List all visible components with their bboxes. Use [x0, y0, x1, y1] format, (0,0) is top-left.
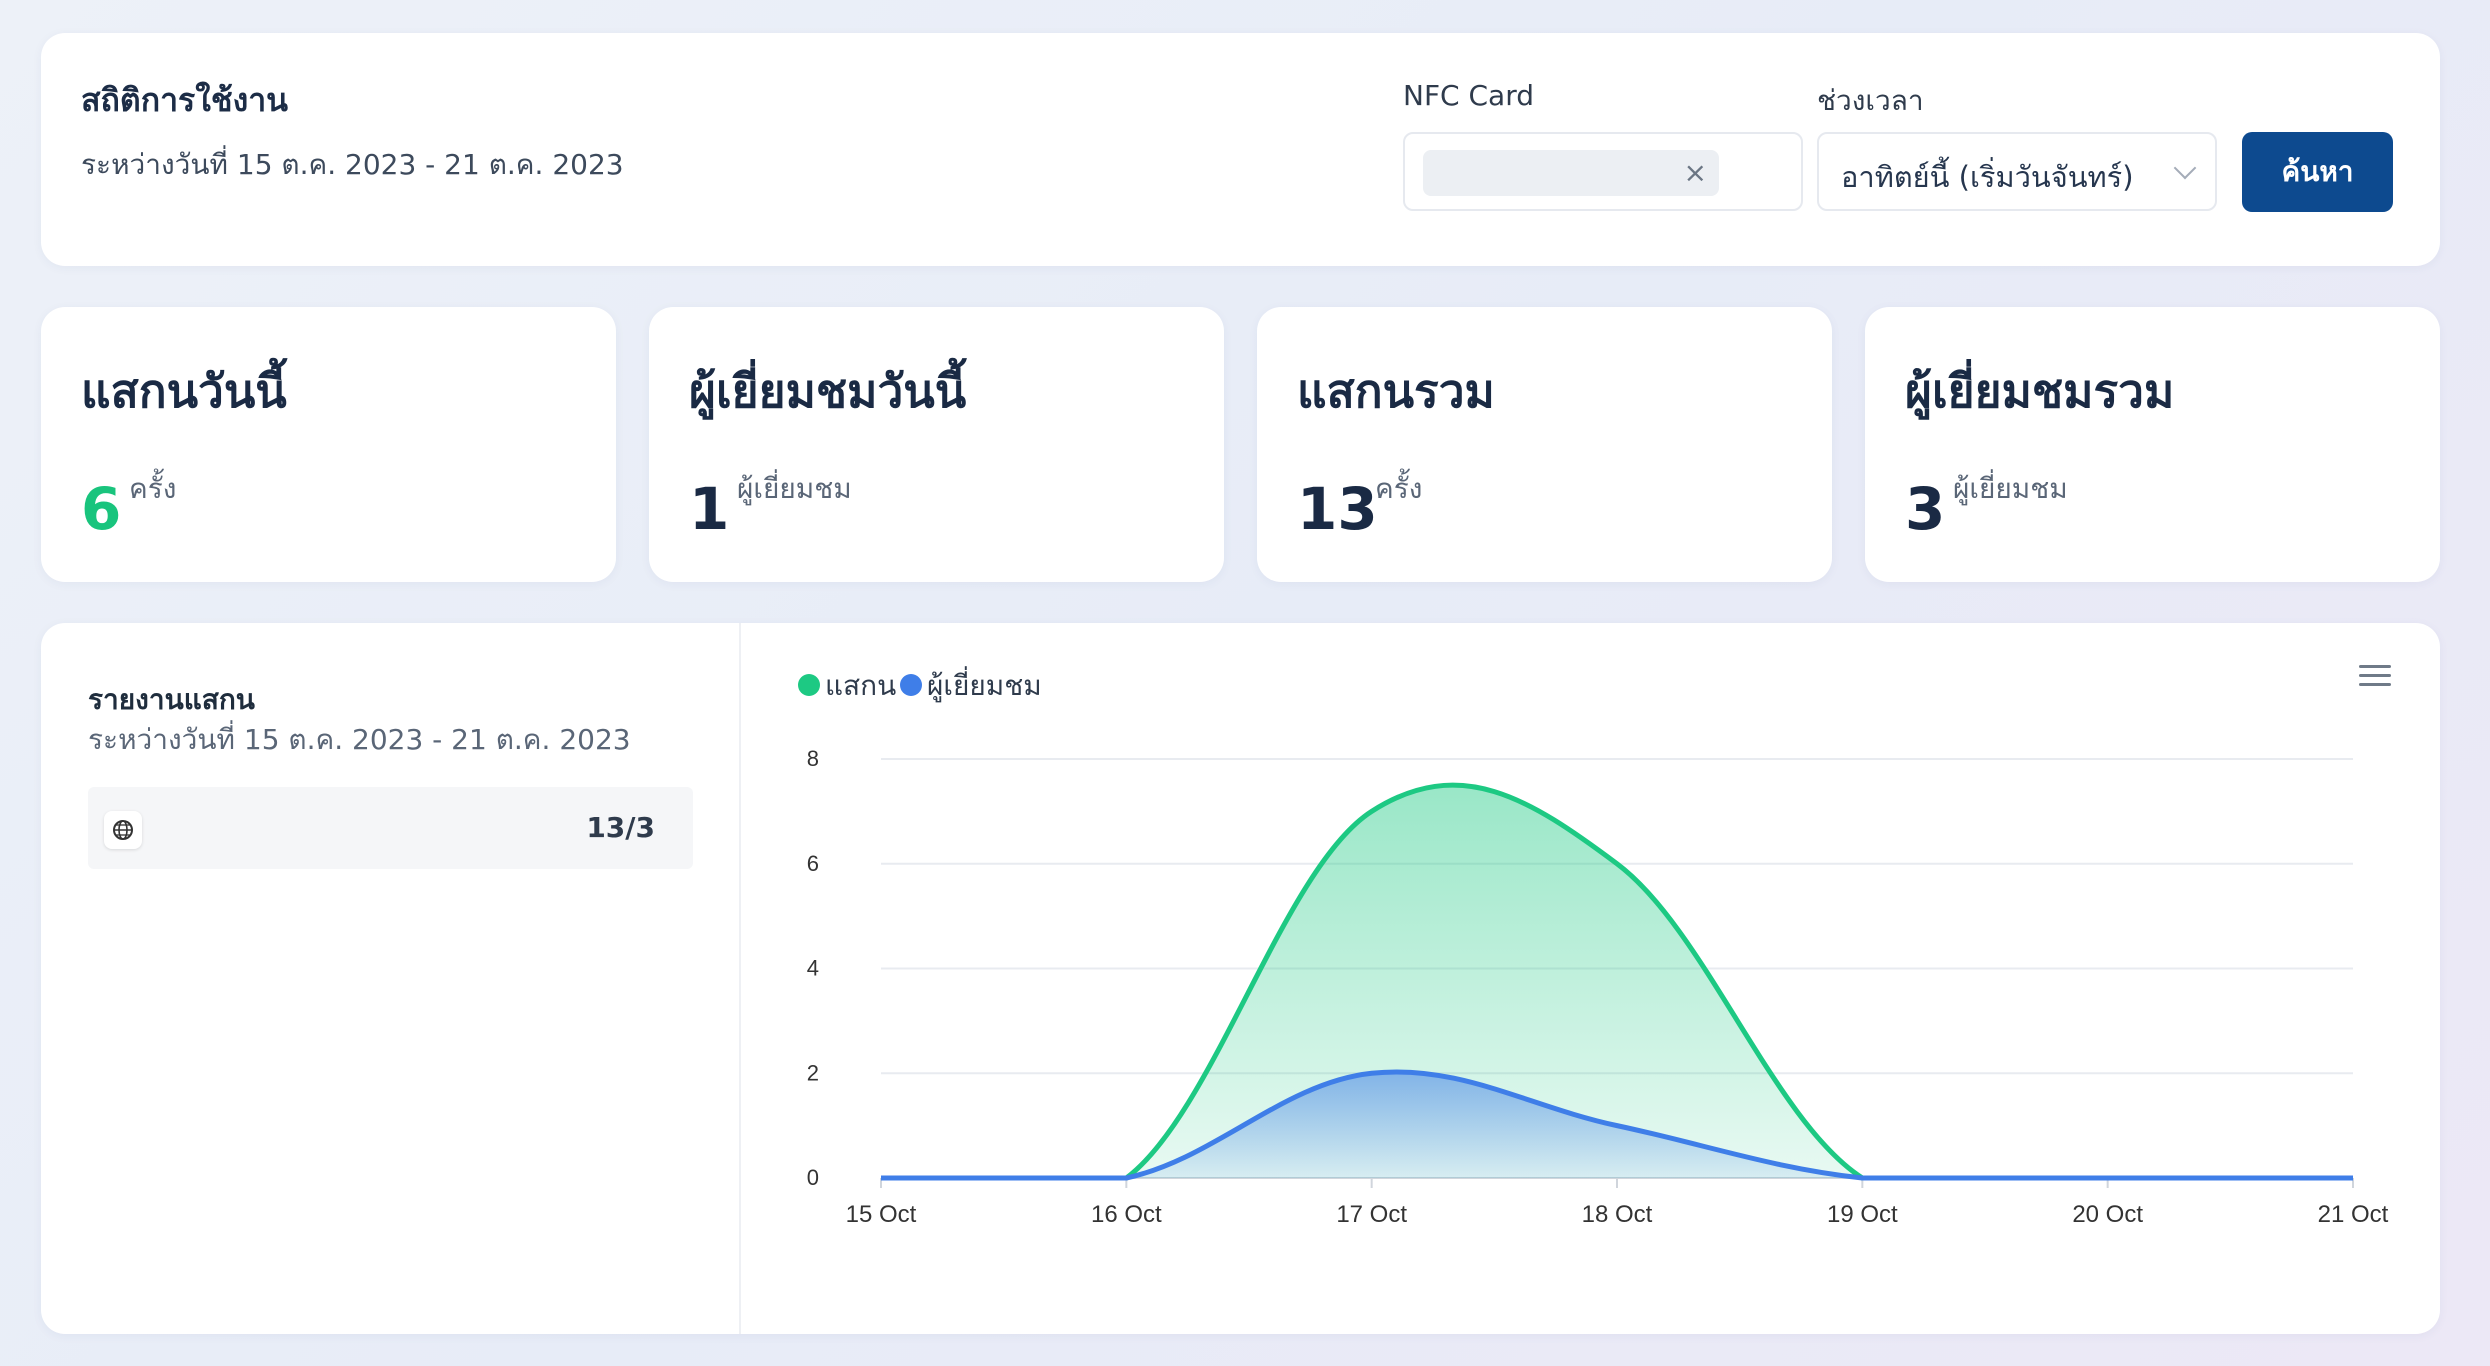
y-tick-label: 2 [807, 1060, 819, 1085]
date-range: ระหว่างวันที่ 15 ต.ค. 2023 - 21 ต.ค. 202… [81, 148, 624, 181]
stat-value: 6 [81, 475, 122, 543]
stat-value: 13 [1297, 475, 1378, 543]
x-tick-label: 18 Oct [1582, 1201, 1653, 1228]
filter-card: สถิติการใช้งาน ระหว่างวันที่ 15 ต.ค. 202… [41, 33, 2440, 266]
scan-chart: 0 2 4 6 8 15 Oct 16 Oct 17 Oct 18 Oct 19 Oct 20 Oc… [798, 666, 2389, 1228]
stat-title: ผู้เยี่ยมชมวันนี้ [689, 364, 967, 418]
stat-unit: ครั้ง [1375, 472, 1423, 505]
legend-marker [798, 674, 820, 696]
stat-title: แสกนวันนี้ [81, 364, 287, 418]
menu-icon[interactable] [2359, 665, 2391, 689]
x-tick-label: 17 Oct [1336, 1201, 1407, 1228]
stat-title: ผู้เยี่ยมชมรวม [1905, 364, 2175, 418]
x-tick-label: 21 Oct [2318, 1201, 2389, 1228]
report-title: รายงานแสกน [88, 683, 255, 716]
stat-title: แสกนรวม [1297, 364, 1495, 418]
x-tick-label: 15 Oct [846, 1201, 917, 1228]
period-select[interactable]: อาทิตย์นี้ (เริ่มวันจันทร์) [1817, 132, 2217, 211]
legend-marker [900, 674, 922, 696]
nfc-card-select[interactable]: × [1403, 132, 1803, 211]
stat-unit: ผู้เยี่ยมชม [1953, 472, 2068, 505]
period-value: อาทิตย์นี้ (เริ่มวันจันทร์) [1841, 160, 2134, 194]
x-tick-label: 20 Oct [2072, 1201, 2143, 1228]
stat-card-visitors-total: ผู้เยี่ยมชมรวม 3 ผู้เยี่ยมชม [1865, 307, 2440, 582]
scan-report-card: รายงานแสกน ระหว่างวันที่ 15 ต.ค. 2023 - … [41, 623, 2440, 1334]
stat-unit: ครั้ง [129, 472, 177, 505]
x-tick-label: 16 Oct [1091, 1201, 1162, 1228]
y-tick-label: 8 [807, 746, 819, 771]
report-row[interactable]: 13/3 [88, 787, 693, 869]
y-tick-label: 0 [807, 1165, 819, 1190]
divider [739, 623, 741, 1334]
stat-unit: ผู้เยี่ยมชม [737, 472, 852, 505]
legend-label: ผู้เยี่ยมชม [927, 666, 1042, 703]
stat-card-scans-total: แสกนรวม 13 ครั้ง [1257, 307, 1832, 582]
legend-label: แสกน [825, 669, 896, 702]
stat-value: 1 [689, 475, 730, 543]
y-tick-label: 6 [807, 851, 819, 876]
y-tick-label: 4 [807, 956, 819, 981]
nfc-card-label: NFC Card [1403, 79, 1535, 112]
search-button[interactable]: ค้นหา [2242, 132, 2393, 212]
report-count: 13/3 [586, 811, 655, 844]
nfc-card-tag: × [1423, 150, 1719, 196]
period-label: ช่วงเวลา [1817, 84, 1924, 117]
x-tick-label: 19 Oct [1827, 1201, 1898, 1228]
page-title: สถิติการใช้งาน [81, 81, 289, 119]
close-icon[interactable]: × [1683, 156, 1707, 189]
report-date-range: ระหว่างวันที่ 15 ต.ค. 2023 - 21 ต.ค. 202… [88, 723, 631, 756]
series-area [881, 785, 2353, 1178]
stat-value: 3 [1905, 475, 1946, 543]
stat-card-scans-today: แสกนวันนี้ 6 ครั้ง [41, 307, 616, 582]
series-line [881, 1069, 2353, 1181]
chevron-down-icon [2173, 156, 2197, 180]
globe-icon [104, 811, 142, 849]
stat-card-visitors-today: ผู้เยี่ยมชมวันนี้ 1 ผู้เยี่ยมชม [649, 307, 1224, 582]
series-area [881, 1071, 2353, 1178]
